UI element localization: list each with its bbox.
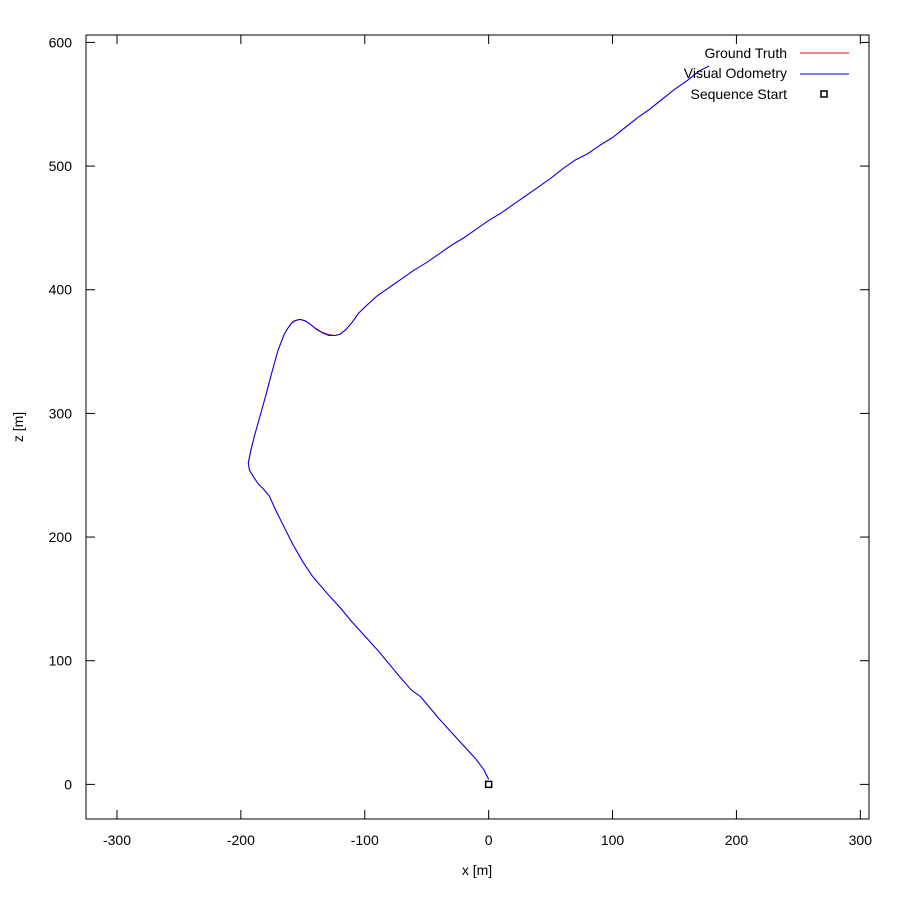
y-tick-label: 500 [49, 158, 73, 174]
x-tick-label: -100 [351, 832, 379, 848]
series-layer [247, 65, 710, 789]
x-tick-label: 200 [725, 832, 749, 848]
legend: Ground Truth Visual Odometry Sequence St… [684, 45, 849, 102]
y-axis-label: z [m] [10, 412, 26, 442]
legend-entry-visual-odometry: Visual Odometry [684, 65, 849, 81]
sequence-start-marker [484, 780, 493, 789]
axis-tick-labels: -300 -200 -100 0 100 200 300 0 100 200 300 400 500 60… [49, 34, 873, 848]
plot-area-frame [85, 34, 870, 820]
x-tick-label: 100 [601, 832, 625, 848]
legend-entry-sequence-start: Sequence Start [690, 86, 828, 102]
axis-ticks [86, 35, 869, 819]
legend-label-visual-odometry: Visual Odometry [684, 65, 787, 81]
y-tick-label: 400 [49, 282, 73, 298]
legend-label-ground-truth: Ground Truth [705, 45, 788, 61]
y-tick-label: 200 [49, 529, 73, 545]
visual-odometry-line [247, 65, 710, 780]
ground-truth-line [247, 65, 710, 780]
y-tick-label: 100 [49, 653, 73, 669]
y-tick-label: 0 [64, 776, 72, 792]
x-tick-label: 0 [485, 832, 493, 848]
x-tick-label: -300 [103, 832, 131, 848]
y-tick-label: 600 [49, 34, 73, 50]
legend-swatch-sequence-start [820, 90, 828, 98]
x-tick-label: 300 [849, 832, 873, 848]
legend-label-sequence-start: Sequence Start [690, 86, 787, 102]
x-tick-label: -200 [227, 832, 255, 848]
y-tick-label: 300 [49, 405, 73, 421]
legend-entry-ground-truth: Ground Truth [705, 45, 849, 61]
x-axis-label: x [m] [462, 862, 492, 878]
